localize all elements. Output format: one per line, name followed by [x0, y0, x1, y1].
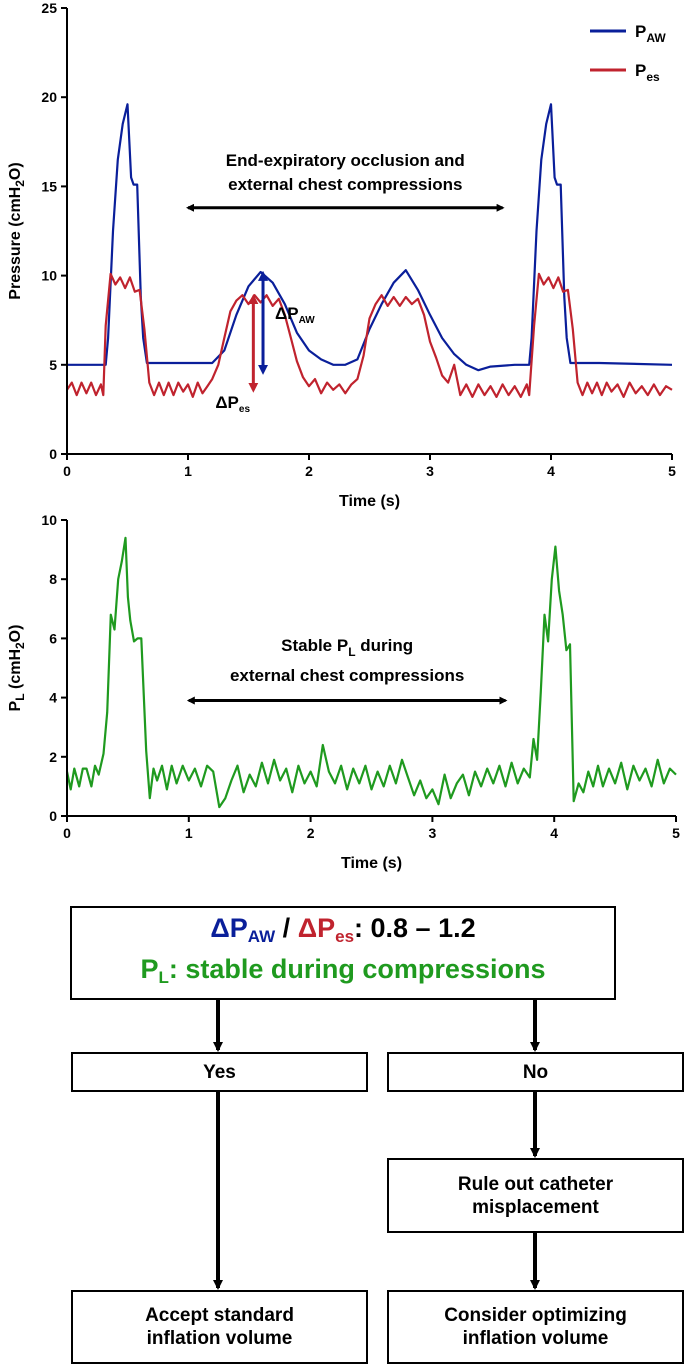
- criteria-ratio-range: : 0.8 – 1.2: [354, 913, 476, 943]
- rule-out-line1: Rule out catheter: [457, 1173, 614, 1195]
- c1-xtick-label-4: 4: [547, 463, 555, 479]
- accept-box: Accept standard inflation volume: [71, 1290, 368, 1364]
- c1-ytick-label-15: 15: [41, 178, 57, 194]
- c2-xtick-label-2: 2: [307, 825, 315, 841]
- accept-line1: Accept standard: [145, 1305, 294, 1326]
- c2-ytick-label-10: 10: [41, 512, 57, 528]
- criteria-delta-paw-sub: AW: [247, 927, 276, 946]
- yes-box: Yes: [71, 1052, 368, 1092]
- criteria-pl-text: : stable during compressions: [168, 954, 546, 984]
- legend-pes-label-main: P: [635, 61, 646, 80]
- pl-chart-ticks: 0 2 4 6 8 10 0 1 2 3 4 5: [41, 512, 680, 841]
- criteria-pl-sub: L: [158, 968, 169, 987]
- pl-y-axis-label: PL (cmH2O): [7, 625, 27, 712]
- stable-pl-annotation-line2: external chest compressions: [230, 666, 464, 685]
- c2-xtick-label-1: 1: [185, 825, 193, 841]
- c2-xtick-label-4: 4: [550, 825, 558, 841]
- criteria-delta-paw: ΔPAW: [210, 913, 276, 946]
- legend-pes-label-sub: es: [646, 70, 660, 84]
- c1-xtick-label-2: 2: [305, 463, 313, 479]
- c2-series-p-l: [65, 536, 677, 809]
- occlusion-annotation-line1: End-expiratory occlusion and: [226, 151, 465, 170]
- delta-pes-label-sub: es: [239, 404, 251, 415]
- consider-box: Consider optimizing inflation volume: [387, 1290, 684, 1364]
- occlusion-annotation-line2: external chest compressions: [228, 175, 462, 194]
- pressure-y-label-rest: O): [7, 162, 24, 180]
- stable-pl-annotation: Stable PL during external chest compress…: [186, 636, 508, 705]
- rule-out-line2: misplacement: [472, 1196, 599, 1218]
- pl-y-label-sub2: 2: [13, 642, 27, 649]
- c1-ytick-label-10: 10: [41, 268, 57, 284]
- stable-pl-line1-a: Stable P: [281, 636, 348, 655]
- delta-paw-label-main: ΔP: [275, 304, 299, 323]
- pl-y-label-rest: (cmH: [7, 649, 24, 693]
- legend-paw-label-main: P: [635, 22, 646, 41]
- c1-ytick-label-5: 5: [49, 357, 57, 373]
- c1-series-p-aw: [67, 103, 673, 372]
- rule-out-box: Rule out catheter misplacement: [387, 1158, 684, 1233]
- criteria-ratio-line: ΔPAW / ΔPes: 0.8 – 1.2: [210, 912, 475, 953]
- c2-ytick-label-8: 8: [49, 571, 57, 587]
- criteria-slash: /: [275, 913, 298, 943]
- pressure-y-axis-label: Pressure (cmH2O): [7, 162, 27, 299]
- pl-y-label-tail: O): [7, 625, 24, 643]
- criteria-delta-paw-main: ΔP: [210, 913, 248, 943]
- pressure-chart-series: [66, 103, 673, 398]
- consider-line1: Consider optimizing: [444, 1305, 627, 1326]
- consider-line2: inflation volume: [462, 1328, 609, 1349]
- c1-xtick-label-0: 0: [63, 463, 71, 479]
- pressure-legend: PAW Pes: [590, 22, 666, 84]
- legend-paw-label-sub: AW: [646, 31, 666, 45]
- delta-pes-label: ΔPes: [215, 393, 250, 415]
- pl-x-axis-label: Time (s): [341, 855, 402, 872]
- pl-y-label-sub: L: [13, 693, 27, 700]
- c2-ytick-label-0: 0: [49, 808, 57, 824]
- pressure-y-label-main: Pressure (cmH: [7, 187, 24, 300]
- c1-ytick-label-20: 20: [41, 89, 57, 105]
- legend-pes-label: Pes: [635, 61, 660, 84]
- c1-xtick-label-1: 1: [184, 463, 192, 479]
- c2-ytick-label-6: 6: [49, 630, 57, 646]
- no-box: No: [387, 1052, 684, 1092]
- c2-xtick-label-3: 3: [429, 825, 437, 841]
- c1-ytick-label-0: 0: [49, 446, 57, 462]
- criteria-pl-main: P: [140, 954, 159, 984]
- occlusion-annotation: End-expiratory occlusion and external ch…: [186, 151, 505, 212]
- yes-label: Yes: [203, 1061, 236, 1083]
- pressure-x-axis-label: Time (s): [339, 493, 400, 510]
- c2-xtick-label-5: 5: [672, 825, 680, 841]
- pressure-y-label-sub: 2: [13, 180, 27, 187]
- criteria-pl-line: PL: stable during compressions: [141, 953, 546, 994]
- c2-xtick-label-0: 0: [63, 825, 71, 841]
- criteria-delta-pes: ΔPes: [297, 913, 355, 946]
- pl-y-label-main: P: [7, 700, 24, 711]
- c2-ytick-label-4: 4: [49, 690, 57, 706]
- pl-chart-series: [65, 536, 677, 809]
- stable-pl-line1-sub: L: [348, 645, 355, 659]
- c1-xtick-label-5: 5: [668, 463, 676, 479]
- delta-markers: ΔPAW ΔPes: [215, 270, 315, 415]
- accept-line2: inflation volume: [146, 1328, 293, 1349]
- criteria-delta-pes-main: ΔP: [297, 913, 336, 943]
- c1-series-p-es: [66, 272, 673, 398]
- stable-pl-annotation-line1: Stable PL during: [281, 636, 413, 659]
- delta-paw-label-sub: AW: [299, 315, 316, 326]
- c1-xtick-label-3: 3: [426, 463, 434, 479]
- criteria-box: ΔPAW / ΔPes: 0.8 – 1.2 PL: stable during…: [70, 906, 616, 1000]
- delta-pes-label-main: ΔP: [215, 393, 239, 412]
- no-label: No: [522, 1061, 549, 1083]
- delta-paw-label: ΔPAW: [275, 304, 315, 326]
- legend-paw-label: PAW: [635, 22, 666, 45]
- c1-ytick-label-25: 25: [41, 0, 57, 16]
- c2-ytick-label-2: 2: [49, 749, 57, 765]
- criteria-delta-pes-sub: es: [335, 927, 355, 946]
- pressure-chart-ticks: 0 5 10 15 20 25 0 1 2 3 4 5: [41, 0, 676, 479]
- stable-pl-line1-b: during: [356, 636, 414, 655]
